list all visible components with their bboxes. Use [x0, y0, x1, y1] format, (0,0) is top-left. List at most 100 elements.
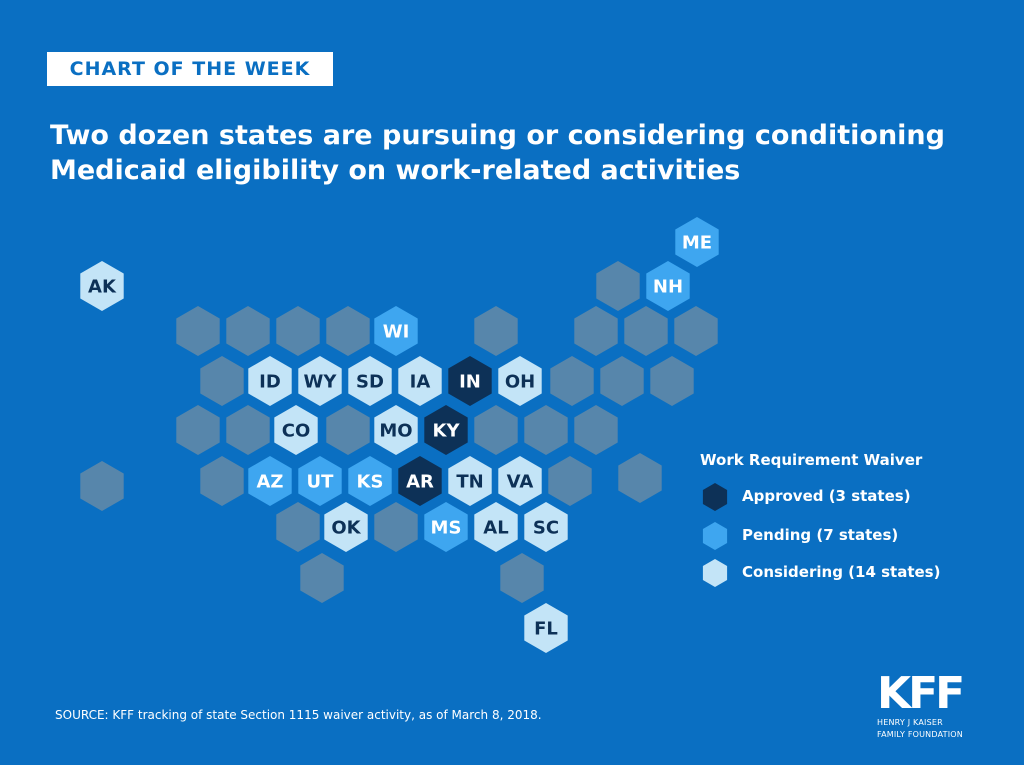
state-hex-unlabeled: [374, 502, 418, 552]
hex-shape: [550, 356, 594, 406]
hex-shape: [298, 456, 342, 506]
state-label: KS: [357, 472, 384, 493]
state-label: KY: [433, 421, 461, 442]
state-label: CO: [282, 421, 311, 442]
hex-shape: [276, 502, 320, 552]
hex-shape: [424, 502, 468, 552]
state-hex-unlabeled: [326, 405, 370, 455]
state-hex-al: AL: [474, 502, 518, 552]
state-hex-ky: KY: [424, 405, 468, 455]
state-hex-unlabeled: [674, 306, 718, 356]
hex-shape: [300, 553, 344, 603]
state-hex-fl: FL: [524, 603, 568, 653]
legend-swatch-considering: [702, 559, 728, 587]
state-hex-unlabeled: [474, 405, 518, 455]
state-hex-unlabeled: [596, 261, 640, 311]
hex-shape: [448, 356, 492, 406]
hex-shape: [524, 603, 568, 653]
hex-shape: [80, 461, 124, 511]
hex-shape: [176, 405, 220, 455]
state-label: AK: [88, 277, 117, 298]
state-hex-ks: KS: [348, 456, 392, 506]
state-hex-unlabeled: [326, 306, 370, 356]
state-hex-unlabeled: [618, 453, 662, 503]
hex-shape: [424, 405, 468, 455]
kff-logo: KFF HENRY J KAISER FAMILY FOUNDATION: [877, 672, 987, 740]
hex-shape: [298, 356, 342, 406]
state-label: MO: [379, 421, 412, 442]
hex-shape: [200, 456, 244, 506]
state-hex-sd: SD: [348, 356, 392, 406]
hex-shape: [498, 456, 542, 506]
hex-shape: [596, 261, 640, 311]
state-hex-ak: AK: [80, 261, 124, 311]
state-hex-unlabeled: [548, 456, 592, 506]
hex-shape: [574, 306, 618, 356]
hex-shape: [248, 456, 292, 506]
legend-swatch-approved: [702, 483, 728, 511]
state-label: SC: [533, 518, 559, 539]
hex-shape: [624, 306, 668, 356]
state-hex-unlabeled: [176, 306, 220, 356]
state-label: ID: [259, 372, 281, 393]
hex-shape: [398, 356, 442, 406]
hex-shape: [326, 306, 370, 356]
logo-line-2: FAMILY FOUNDATION: [877, 730, 963, 739]
state-hex-mo: MO: [374, 405, 418, 455]
state-hex-unlabeled: [200, 456, 244, 506]
state-hex-unlabeled: [500, 553, 544, 603]
hex-shape: [618, 453, 662, 503]
state-hex-unlabeled: [624, 306, 668, 356]
hex-shape: [574, 405, 618, 455]
state-hex-ut: UT: [298, 456, 342, 506]
logo-mark: KFF: [877, 668, 965, 719]
legend-title: Work Requirement Waiver: [700, 451, 923, 469]
state-label: IA: [410, 372, 431, 393]
state-hex-nh: NH: [646, 261, 690, 311]
hex-shape: [674, 306, 718, 356]
state-hex-unlabeled: [276, 306, 320, 356]
state-hex-unlabeled: [226, 306, 270, 356]
page-title: Two dozen states are pursuing or conside…: [50, 118, 980, 188]
state-hex-unlabeled: [600, 356, 644, 406]
legend-label-pending: Pending (7 states): [742, 526, 899, 544]
hex-shape: [474, 405, 518, 455]
legend-label-approved: Approved (3 states): [742, 487, 911, 505]
state-hex-tn: TN: [448, 456, 492, 506]
state-label: AZ: [257, 472, 284, 493]
state-label: ME: [682, 233, 712, 254]
hex-shape: [226, 405, 270, 455]
state-label: IN: [459, 372, 481, 393]
hex-shape: [374, 502, 418, 552]
hex-shape: [548, 456, 592, 506]
state-hex-unlabeled: [574, 405, 618, 455]
hex-shape: [474, 306, 518, 356]
hex-shape: [374, 306, 418, 356]
hex-shape: [474, 502, 518, 552]
state-label: AL: [483, 518, 508, 539]
hex-shape: [500, 553, 544, 603]
state-hex-unlabeled: [650, 356, 694, 406]
state-label: SD: [356, 372, 384, 393]
state-label: TN: [456, 472, 483, 493]
logo-line-1: HENRY J KAISER: [877, 718, 943, 727]
state-hex-in: IN: [448, 356, 492, 406]
hex-shape: [524, 502, 568, 552]
state-label: OK: [331, 518, 361, 539]
hex-shape: [324, 502, 368, 552]
hex-shape: [348, 356, 392, 406]
hex-shape: [248, 356, 292, 406]
state-hex-sc: SC: [524, 502, 568, 552]
hex-shape: [276, 306, 320, 356]
state-hex-unlabeled: [176, 405, 220, 455]
hex-shape: [646, 261, 690, 311]
state-hex-unlabeled: [200, 356, 244, 406]
state-hex-ar: AR: [398, 456, 442, 506]
state-hex-ia: IA: [398, 356, 442, 406]
state-hex-unlabeled: [276, 502, 320, 552]
state-label: AR: [406, 472, 434, 493]
chart-of-the-week-badge: CHART OF THE WEEK: [47, 52, 333, 86]
state-label: WY: [304, 372, 338, 393]
state-hex-unlabeled: [524, 405, 568, 455]
state-hex-wi: WI: [374, 306, 418, 356]
